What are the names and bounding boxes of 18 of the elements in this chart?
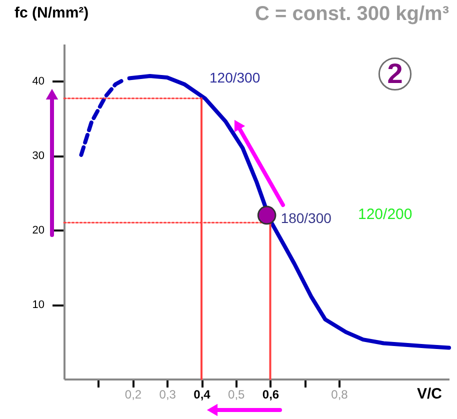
y-axis-title: fc (N/mm²) xyxy=(14,4,89,22)
y-tick-label: 20 xyxy=(32,224,44,237)
x-tick-label: 0,6 xyxy=(262,388,280,402)
y-tick-label: 30 xyxy=(32,150,44,162)
x-tick-label: 0,4 xyxy=(194,388,211,402)
x-tick-label: 0,8 xyxy=(331,388,348,402)
line-series xyxy=(79,78,124,157)
x-tick-label: 0,5 xyxy=(228,388,246,402)
y-tick-label: 40 xyxy=(32,76,44,88)
chart-title: C = const. 300 kg/m³ xyxy=(255,3,450,25)
x-axis-title: V/C xyxy=(416,386,442,402)
annotation: 180/300 xyxy=(280,210,332,226)
x-tick-label: 0,2 xyxy=(124,388,142,402)
x-tick-label: 0,3 xyxy=(159,388,176,402)
annotation: 120/200 xyxy=(358,206,412,223)
annotation: 2 xyxy=(387,58,403,89)
y-tick-label: 10 xyxy=(32,299,44,312)
annotation: 120/300 xyxy=(210,69,260,86)
